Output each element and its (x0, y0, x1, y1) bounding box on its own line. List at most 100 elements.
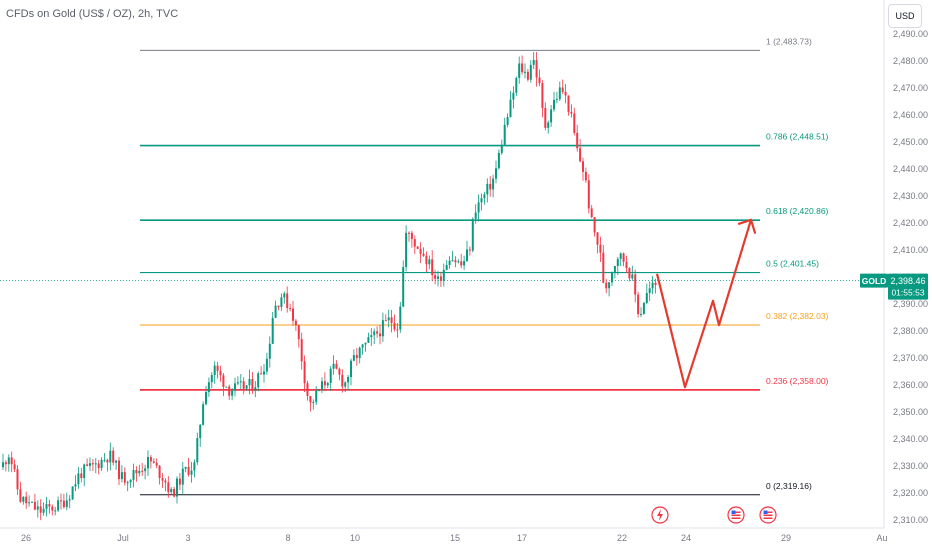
candle-body (642, 302, 645, 314)
price-tick-label: 2,430.00 (893, 191, 928, 201)
candle-body (10, 457, 13, 465)
candle-body (42, 508, 45, 513)
candle-body (376, 331, 379, 334)
candle-body (361, 344, 364, 348)
candle-body (176, 478, 178, 497)
candle-body (228, 386, 231, 396)
candle-body (274, 305, 277, 318)
candle-body (178, 478, 181, 485)
currency-button[interactable]: USD (888, 4, 922, 28)
candle-body (326, 382, 329, 386)
candle-body (582, 161, 584, 172)
candle-body (416, 246, 419, 249)
time-tick-label: 26 (21, 533, 31, 543)
price-tick-label: 2,350.00 (893, 407, 928, 417)
candle-body (605, 282, 608, 289)
candle-body (289, 308, 292, 310)
candle-body (489, 183, 492, 190)
candle-body (129, 479, 132, 483)
candle-body (524, 71, 526, 73)
candle-body (495, 168, 497, 179)
candle-body (434, 275, 437, 279)
candle-body (190, 470, 193, 475)
candle-body (100, 459, 103, 469)
time-tick-label: Au (876, 533, 887, 543)
candle-body (286, 293, 289, 309)
candle-body (355, 355, 358, 358)
candle-body (19, 489, 22, 502)
price-tick-label: 2,490.00 (893, 29, 928, 39)
candle-body (31, 501, 33, 503)
candle-body (396, 329, 399, 331)
candle-body (126, 482, 129, 484)
candle-body (268, 343, 271, 359)
candle-body (483, 194, 486, 199)
candle-body (118, 460, 120, 480)
candle-body (13, 464, 16, 470)
candle-body (445, 264, 448, 270)
candle-body (205, 392, 207, 405)
candle-body (280, 297, 283, 307)
price-tick-label: 2,340.00 (893, 434, 928, 444)
candle-body (367, 337, 370, 343)
candle-body (254, 387, 257, 391)
candle-body (619, 253, 622, 259)
candle-body (39, 506, 42, 513)
candle-body (622, 253, 625, 262)
candle-body (86, 464, 89, 466)
price-tick-label: 2,330.00 (893, 461, 928, 471)
candle-body (370, 335, 373, 338)
candle-body (532, 59, 535, 65)
candle-body (480, 198, 483, 203)
candle-body (352, 355, 355, 361)
candle-body (123, 472, 126, 483)
candle-body (553, 99, 555, 110)
candle-body (640, 313, 642, 315)
time-tick-label: 10 (350, 533, 360, 543)
candle-body (596, 232, 599, 245)
candle-body (509, 99, 512, 118)
candle-body (654, 282, 657, 286)
candle-body (463, 261, 466, 266)
candle-body (628, 268, 631, 279)
candle-body (210, 375, 213, 383)
candle-body (341, 374, 344, 387)
candle-body (558, 87, 561, 100)
price-tag-symbol: GOLD (862, 276, 887, 286)
candle-body (347, 377, 350, 383)
candle-body (193, 462, 196, 471)
candle-body (503, 124, 506, 145)
candle-body (22, 496, 25, 502)
price-tick-label: 2,310.00 (893, 515, 928, 525)
candle-body (515, 77, 518, 93)
candle-body (199, 424, 202, 439)
time-tick-label: 22 (617, 533, 627, 543)
candle-body (567, 95, 570, 112)
candle-body (77, 473, 80, 485)
price-tick-label: 2,460.00 (893, 110, 928, 120)
price-tick-label: 2,480.00 (893, 56, 928, 66)
price-tag-countdown: 01:55:53 (891, 288, 924, 298)
candle-body (144, 468, 147, 472)
candle-body (300, 339, 303, 362)
candle-body (550, 109, 553, 123)
price-tick-label: 2,420.00 (893, 218, 928, 228)
candle-body (51, 506, 54, 511)
candle-body (103, 459, 106, 461)
time-tick-label: 15 (450, 533, 460, 543)
candle-body (213, 365, 216, 376)
candle-body (497, 152, 500, 169)
candle-body (219, 370, 222, 376)
candle-body (263, 371, 265, 375)
candle-body (645, 293, 648, 303)
candle-body (611, 272, 613, 283)
fib-level-label: 1 (2,483.73) (766, 36, 812, 46)
candle-body (248, 378, 251, 386)
candle-body (428, 259, 431, 265)
candle-body (541, 83, 544, 109)
candle-body (257, 373, 260, 388)
candle-body (335, 363, 338, 369)
candle-body (399, 306, 402, 330)
candle-body (460, 261, 463, 266)
